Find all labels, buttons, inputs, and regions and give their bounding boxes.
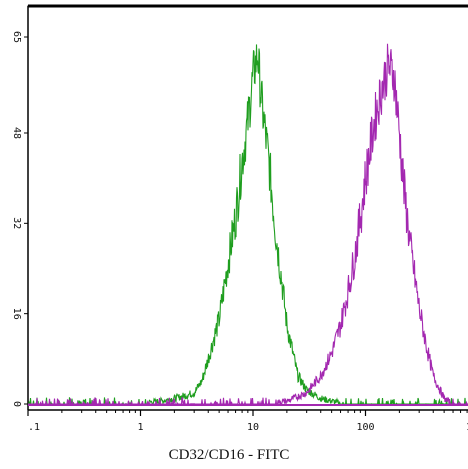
y-tick-label: 48 [11, 127, 22, 139]
histogram-series-1 [27, 44, 468, 406]
y-tick-label: 65 [11, 31, 22, 43]
plot-frame [27, 5, 468, 411]
y-tick-label: 16 [11, 308, 22, 320]
x-tick-label: 100 [356, 422, 374, 433]
x-tick-label: 10 [247, 422, 259, 433]
x-axis-title: CD32/CD16 - FITC [169, 447, 290, 463]
x-tick-label: 1 [137, 422, 143, 433]
x-tick-label: .1 [28, 422, 40, 433]
y-tick-label: 32 [11, 217, 22, 229]
y-tick-label: 0 [11, 401, 22, 407]
series-layer [27, 43, 468, 407]
